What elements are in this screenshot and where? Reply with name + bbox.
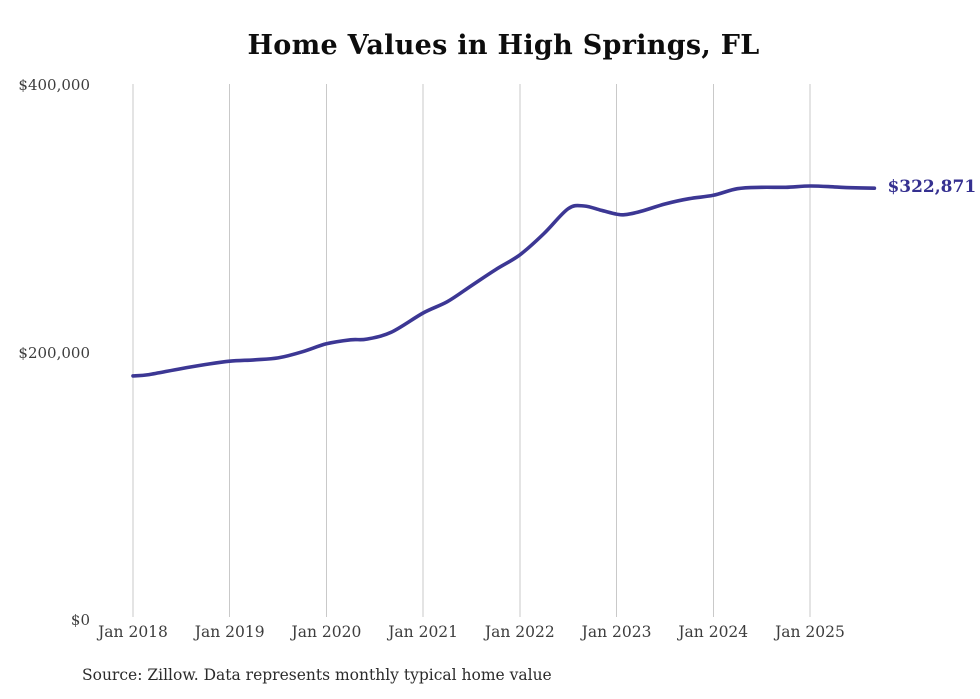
x-tick-label: Jan 2020 [291,623,362,641]
y-tick-label: $400,000 [18,76,90,94]
x-tick-label: Jan 2023 [581,623,652,641]
y-tick-label: $200,000 [18,343,90,362]
x-tick-label: Jan 2022 [484,623,555,641]
current-value-label: $322,871 [887,177,977,198]
x-tick-label: Jan 2021 [388,623,459,641]
chart-title: Home Values in High Springs, FL [247,30,760,61]
home-value-series-line [131,184,877,378]
x-tick-label: Jan 2019 [194,623,265,641]
y-tick-label: $0 [70,611,90,629]
source-note: Source: Zillow. Data represents monthly … [82,666,552,684]
x-tick-label: Jan 2018 [98,623,168,641]
x-tick-label: Jan 2025 [775,623,845,641]
x-tick-label: Jan 2024 [678,623,749,641]
